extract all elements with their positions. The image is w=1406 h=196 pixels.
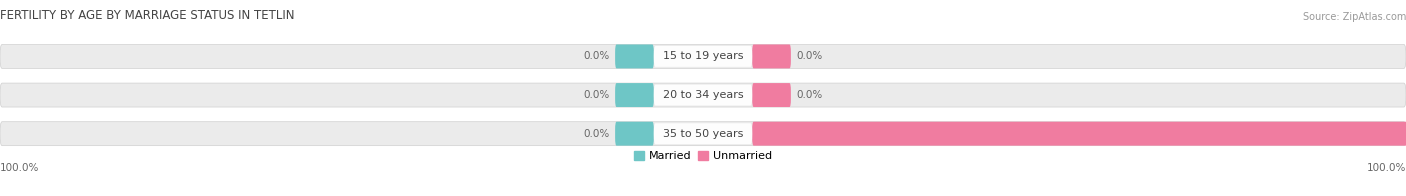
Text: 0.0%: 0.0% [796,90,823,100]
FancyBboxPatch shape [0,122,1406,146]
Text: 15 to 19 years: 15 to 19 years [662,51,744,61]
Text: 0.0%: 0.0% [796,51,823,61]
FancyBboxPatch shape [0,83,1406,107]
FancyBboxPatch shape [616,83,654,107]
FancyBboxPatch shape [654,85,752,105]
Text: 0.0%: 0.0% [583,51,610,61]
Text: FERTILITY BY AGE BY MARRIAGE STATUS IN TETLIN: FERTILITY BY AGE BY MARRIAGE STATUS IN T… [0,9,294,23]
Text: 0.0%: 0.0% [583,90,610,100]
Legend: Married, Unmarried: Married, Unmarried [630,146,776,166]
FancyBboxPatch shape [752,83,790,107]
FancyBboxPatch shape [654,123,752,144]
FancyBboxPatch shape [752,122,1406,146]
FancyBboxPatch shape [0,44,1406,68]
Text: 20 to 34 years: 20 to 34 years [662,90,744,100]
FancyBboxPatch shape [654,46,752,67]
Text: 100.0%: 100.0% [1367,163,1406,173]
Text: 35 to 50 years: 35 to 50 years [662,129,744,139]
Text: 0.0%: 0.0% [583,129,610,139]
FancyBboxPatch shape [616,122,654,146]
FancyBboxPatch shape [616,44,654,68]
Text: 100.0%: 100.0% [0,163,39,173]
Text: Source: ZipAtlas.com: Source: ZipAtlas.com [1302,13,1406,23]
FancyBboxPatch shape [752,44,790,68]
